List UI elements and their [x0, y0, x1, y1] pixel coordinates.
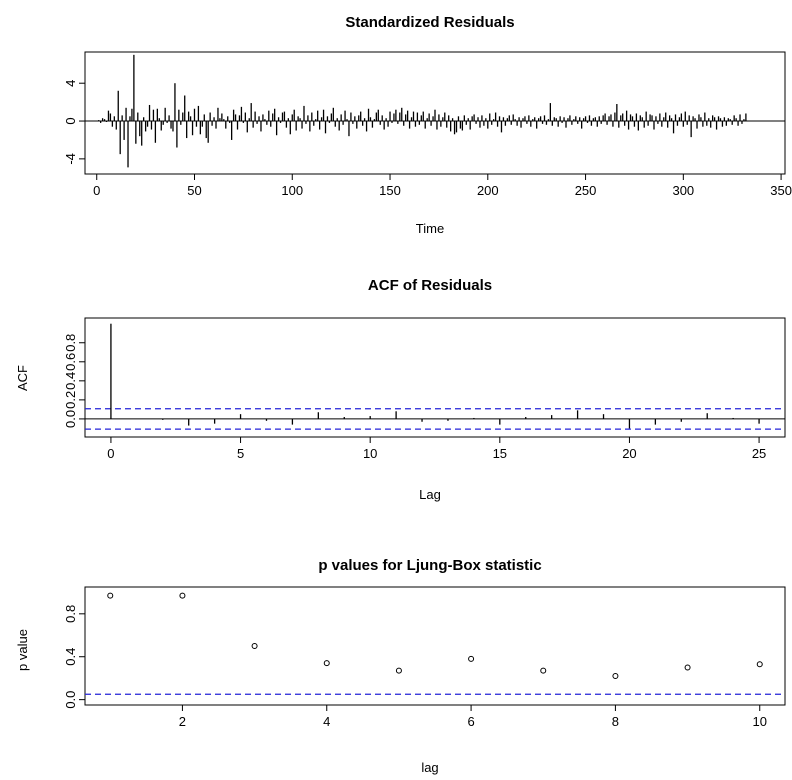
x-tick-label: 300: [672, 183, 694, 198]
x-tick-label: 4: [323, 714, 330, 729]
data-point: [540, 667, 547, 674]
x-tick-label: 15: [493, 446, 507, 461]
x-tick-label: 0: [93, 183, 100, 198]
x-tick-label: 2: [179, 714, 186, 729]
y-axis-label: ACF: [15, 365, 30, 391]
plot-marks: [85, 592, 785, 695]
x-tick-label: 10: [363, 446, 377, 461]
y-tick-label: 0.0: [63, 410, 78, 428]
plot-marks: [85, 54, 785, 168]
x-tick-label: 10: [753, 714, 767, 729]
data-point: [468, 655, 475, 662]
data-point: [323, 660, 330, 667]
x-tick-label: 5: [237, 446, 244, 461]
x-tick-label: 150: [379, 183, 401, 198]
data-point: [251, 643, 258, 649]
chart-title: Standardized Residuals: [345, 14, 514, 31]
y-axis: 0.00.20.40.60.8: [63, 334, 85, 428]
plot-frame: [84, 51, 786, 175]
x-axis-label: Lag: [419, 487, 441, 502]
x-tick-label: 200: [477, 183, 499, 198]
x-tick-label: 350: [770, 183, 792, 198]
x-axis-label: lag: [421, 760, 438, 775]
x-axis: 0 50 100 150 200 250 300 350: [93, 174, 792, 198]
data-point: [395, 667, 402, 674]
x-tick-label: 8: [612, 714, 619, 729]
acf-panel: ACF of Residuals 0 5 10 15 20 25 0.00.20.40.6…: [15, 277, 786, 502]
x-tick-label: 6: [467, 714, 474, 729]
x-tick-label: 0: [107, 446, 114, 461]
chart-title: p values for Ljung-Box statistic: [318, 557, 541, 574]
x-tick-label: 250: [575, 183, 597, 198]
x-axis: 0 5 10 15 20 25: [107, 437, 766, 461]
x-axis: 2 4 6 8 10: [179, 705, 767, 729]
standardized-residuals-panel: Standardized Residuals 0 50 100 150 200 250 30…: [63, 14, 792, 236]
y-tick-label: 0.6: [63, 353, 78, 371]
ljung-box-panel: p values for Ljung-Box statistic 2 4 6 8 10 …: [15, 557, 786, 775]
y-tick-label: 0.4: [63, 648, 78, 666]
y-tick-label: 0.0: [63, 691, 78, 709]
plot-marks: [85, 323, 785, 430]
y-tick-label: 0.8: [63, 605, 78, 623]
data-point: [684, 664, 691, 671]
chart-title: ACF of Residuals: [368, 277, 492, 294]
y-axis: 0.0 0.4 0.8: [63, 605, 85, 709]
x-tick-label: 50: [187, 183, 201, 198]
data-point: [756, 661, 763, 668]
plot-frame: [84, 317, 786, 438]
y-tick-label: 0.2: [63, 391, 78, 409]
data-point: [612, 673, 619, 680]
data-point: [107, 592, 114, 599]
y-tick-label: -4: [63, 153, 78, 165]
y-tick-label: 0.8: [63, 334, 78, 352]
y-tick-label: 4: [63, 80, 78, 87]
y-axis: -4 0 4: [63, 80, 85, 165]
x-tick-label: 20: [622, 446, 636, 461]
y-tick-label: 0.4: [63, 372, 78, 390]
plot-frame: [84, 586, 786, 706]
x-axis-label: Time: [416, 221, 444, 236]
y-tick-label: 0: [63, 117, 78, 124]
y-axis-label: p value: [15, 629, 30, 671]
data-point: [179, 592, 186, 599]
x-tick-label: 100: [281, 183, 303, 198]
x-tick-label: 25: [752, 446, 766, 461]
